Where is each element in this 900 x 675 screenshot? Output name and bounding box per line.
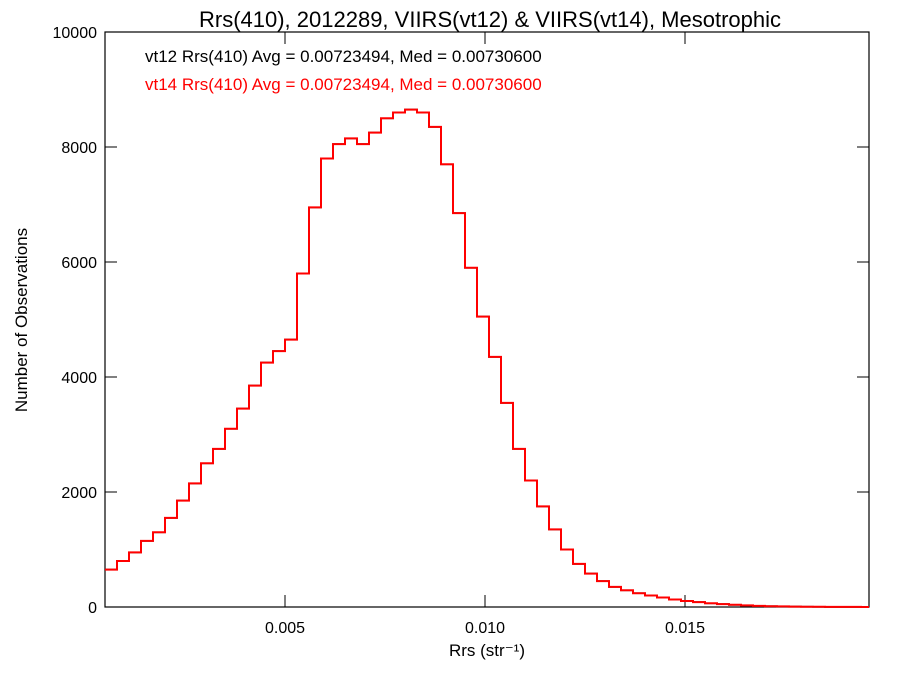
y-axis: 0 2000 4000 6000 8000 10000 (53, 25, 869, 617)
series-layer (105, 108, 869, 608)
x-tick-label: 0.015 (665, 620, 705, 637)
annotation-vt14: vt14 Rrs(410) Avg = 0.00723494, Med = 0.… (145, 75, 542, 94)
y-tick-label: 8000 (61, 140, 97, 157)
y-tick-label: 10000 (53, 25, 98, 42)
chart-title: Rrs(410), 2012289, VIIRS(vt12) & VIIRS(v… (199, 7, 781, 32)
x-tick-label: 0.010 (465, 620, 505, 637)
plot-frame (104, 31, 870, 608)
y-tick-label: 6000 (61, 255, 97, 272)
series-line-vt14 (105, 108, 869, 608)
series-line-vt12 (105, 108, 869, 608)
annotation-vt12: vt12 Rrs(410) Avg = 0.00723494, Med = 0.… (145, 47, 542, 66)
y-tick-label: 0 (88, 600, 97, 617)
x-axis: 0.005 0.010 0.015 (265, 32, 705, 637)
plot-border (104, 31, 870, 608)
x-tick-label: 0.005 (265, 620, 305, 637)
y-axis-title: Number of Observations (12, 228, 31, 412)
x-axis-title: Rrs (str⁻¹) (449, 641, 525, 660)
y-tick-label: 2000 (61, 485, 97, 502)
y-tick-label: 4000 (61, 370, 97, 387)
